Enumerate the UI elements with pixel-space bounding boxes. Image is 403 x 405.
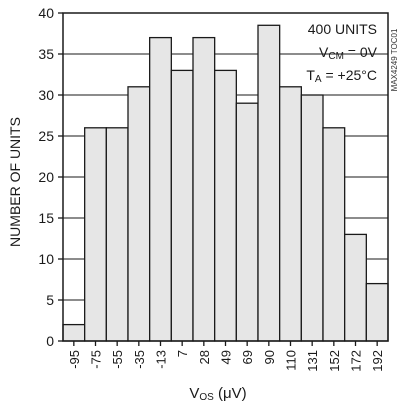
x-tick-label: 152	[327, 350, 342, 372]
y-axis-label: NUMBER OF UNITS	[7, 117, 23, 247]
x-tick-label: -95	[67, 350, 82, 369]
x-tick-label: 131	[305, 350, 320, 372]
x-tick-label: -75	[89, 350, 104, 369]
x-tick-label: 28	[197, 350, 212, 364]
y-tick-label: 30	[38, 87, 54, 103]
histogram-bar	[344, 233, 367, 342]
histogram-bar	[257, 24, 281, 342]
histogram-bar	[322, 127, 346, 342]
histogram-bar	[235, 102, 259, 342]
annotation-vcm: VCM = 0V	[319, 44, 378, 62]
part-number: MAX4249 TOC01	[390, 28, 399, 91]
annotation-units: 400 UNITS	[308, 21, 377, 37]
y-axis-ticks: 0 5 10 15 20 25 30 35 40	[38, 5, 63, 349]
y-tick-label: 15	[38, 210, 54, 226]
histogram-bar	[62, 323, 86, 342]
histogram-bar	[127, 86, 151, 342]
x-tick-label: -55	[110, 350, 125, 369]
histogram-bar	[300, 94, 324, 342]
bars	[62, 24, 389, 342]
histogram-bar	[105, 127, 129, 342]
y-tick-label: 25	[38, 128, 54, 144]
x-axis-ticks: -95 -75 -55 -35 -13 7 28 49 69 90 110 131 152 172 192	[67, 341, 385, 372]
histogram-bar	[149, 36, 172, 342]
y-tick-label: 20	[38, 169, 54, 185]
y-tick-label: 0	[46, 333, 54, 349]
annotation-ta: TA = +25°C	[306, 67, 377, 85]
histogram-bar	[170, 69, 194, 342]
histogram-bar	[214, 69, 237, 342]
x-tick-label: 7	[175, 350, 190, 357]
y-tick-label: 10	[38, 251, 54, 267]
x-tick-label: 110	[284, 350, 299, 371]
x-tick-label: 192	[370, 350, 385, 372]
y-tick-label: 5	[46, 292, 54, 308]
x-tick-label: 172	[349, 350, 364, 372]
x-tick-label: -35	[132, 350, 147, 369]
x-tick-label: -13	[154, 350, 169, 369]
y-tick-label: 35	[38, 46, 54, 62]
x-tick-label: 49	[219, 350, 234, 364]
y-tick-label: 40	[38, 5, 54, 21]
x-tick-label: 90	[262, 350, 277, 364]
histogram-bar	[192, 36, 216, 342]
histogram-bar	[84, 127, 107, 342]
histogram-bar	[279, 86, 302, 342]
x-axis-label: VOS (μV)	[189, 385, 246, 403]
x-tick-label: 69	[240, 350, 255, 364]
histogram-bar	[365, 282, 389, 342]
